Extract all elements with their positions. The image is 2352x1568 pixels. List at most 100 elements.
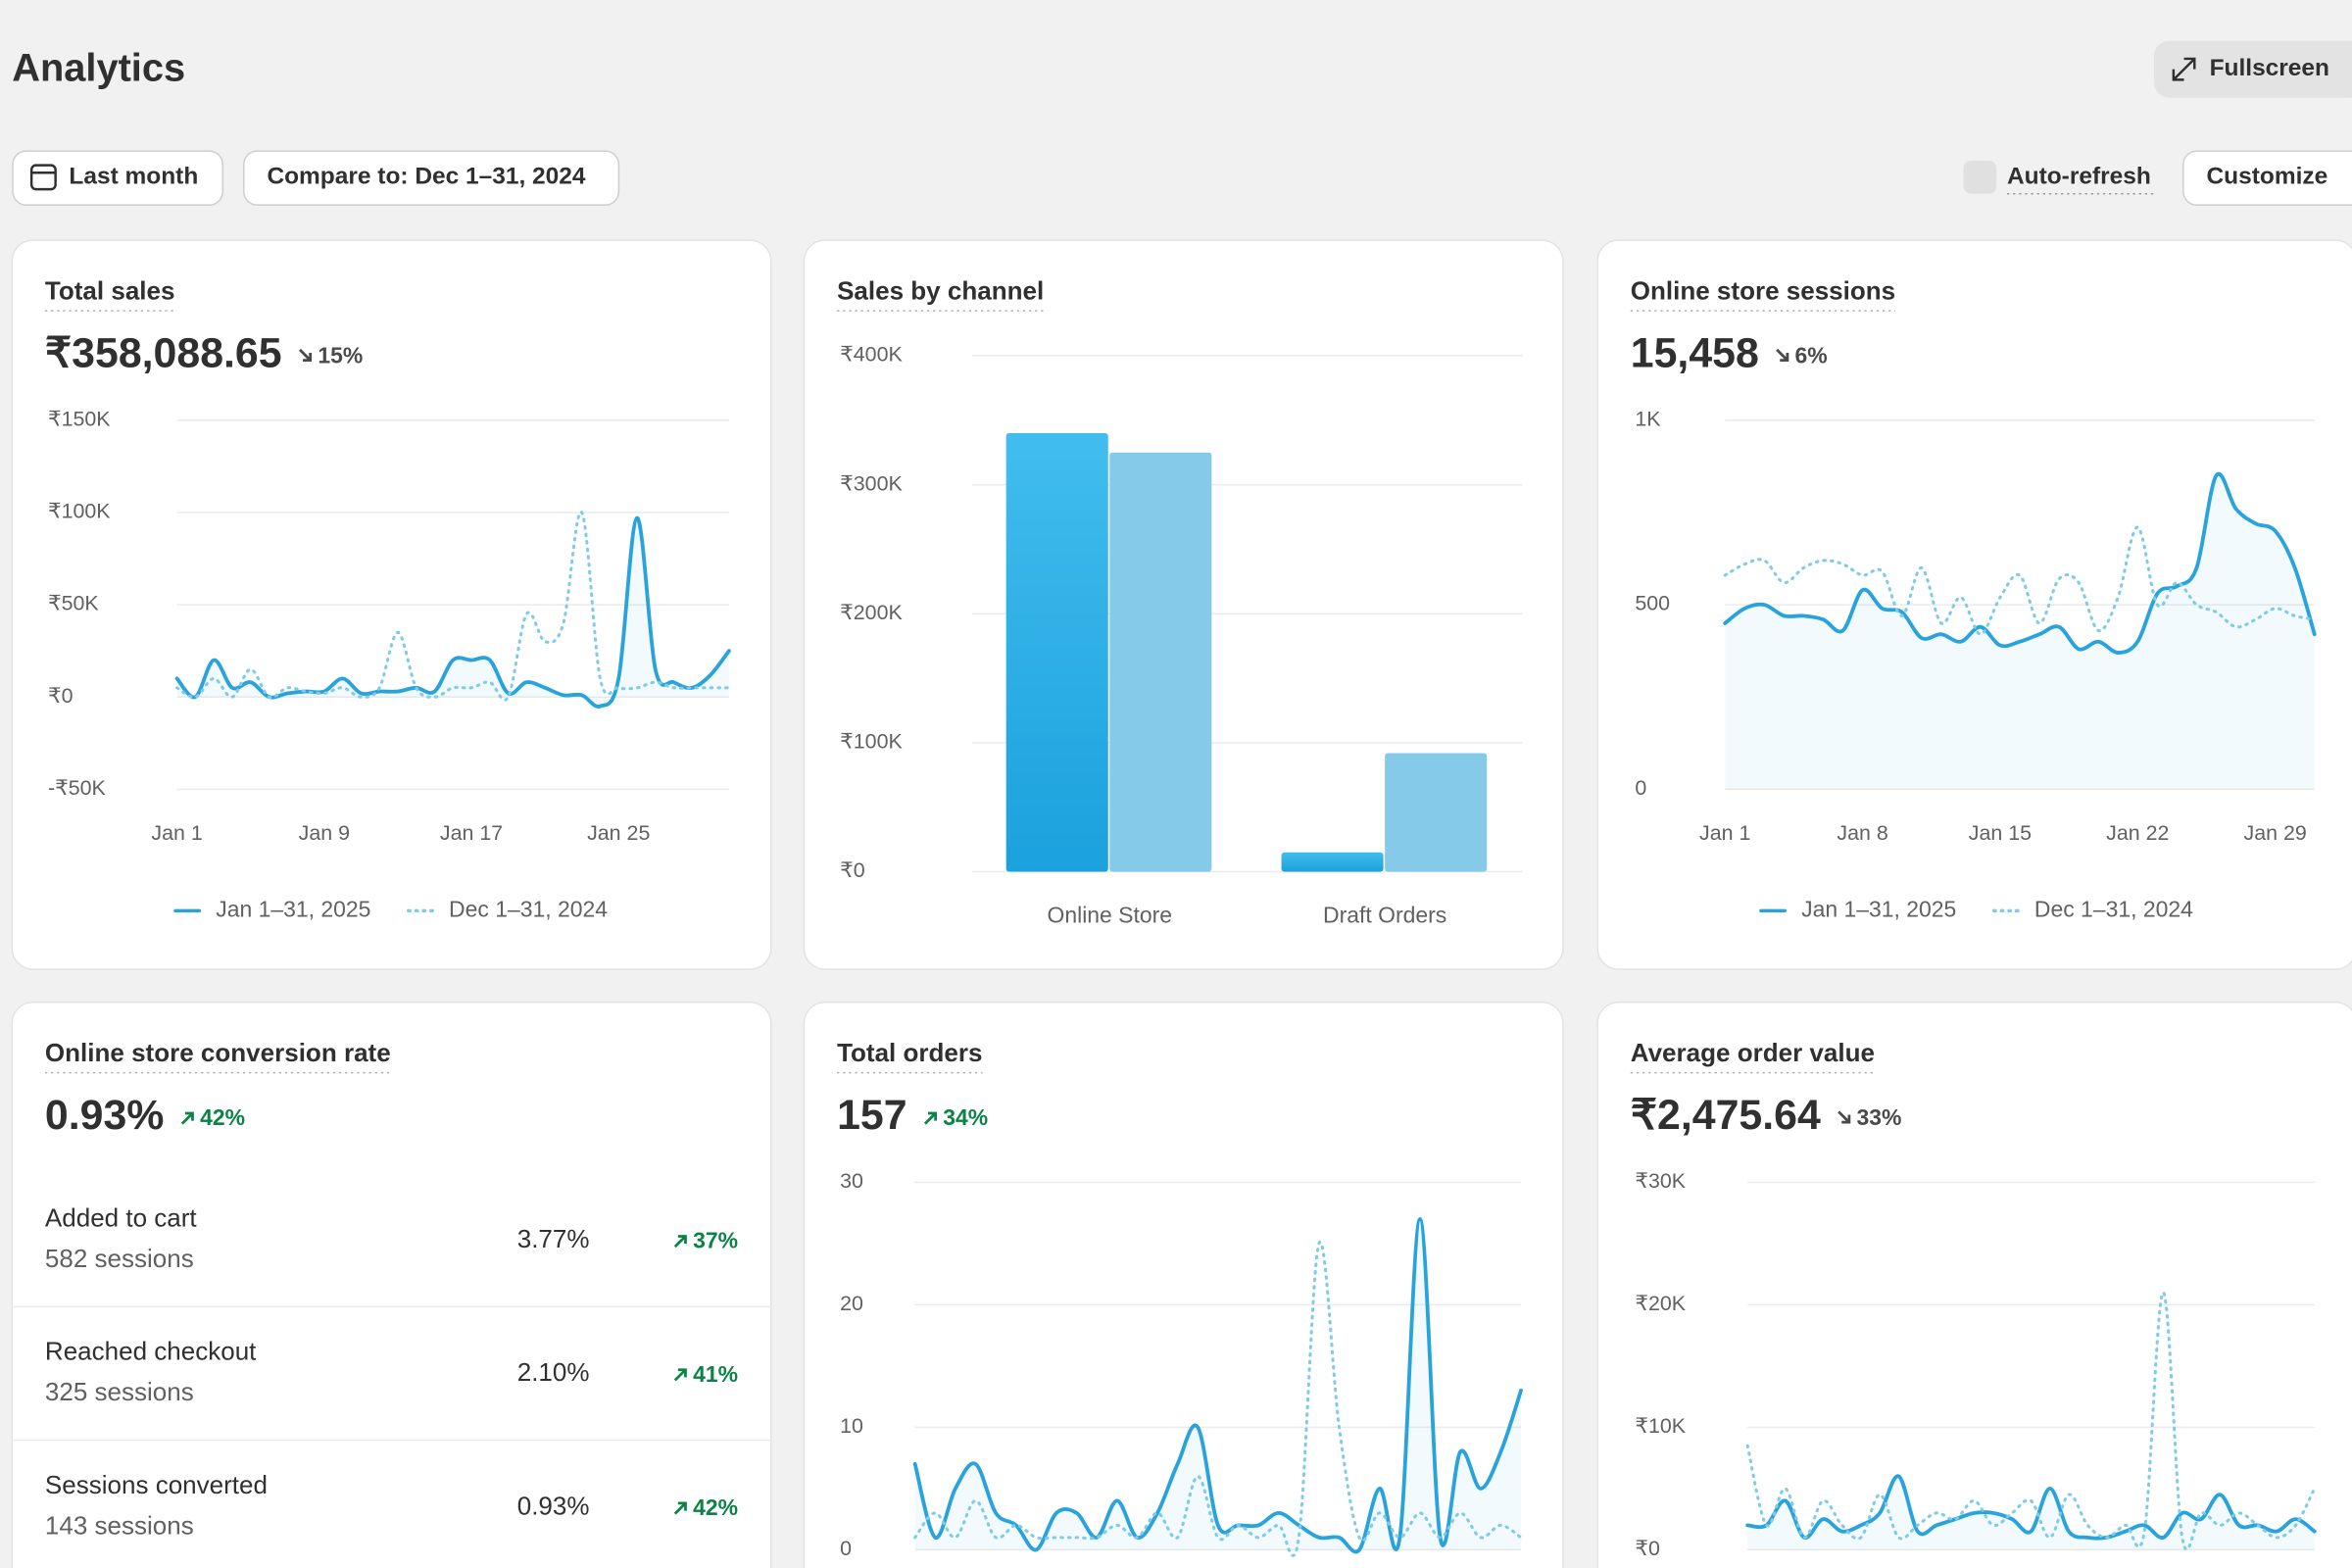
line-series [913, 1240, 1523, 1557]
y-tick-label: ₹30K [1635, 1169, 1686, 1193]
legend: Jan 1–31, 2025 Dec 1–31, 2024 [173, 896, 608, 921]
checkbox[interactable] [1963, 161, 1997, 194]
line-series [1745, 1474, 2317, 1541]
y-tick-label: ₹0 [1635, 1537, 1660, 1560]
card-title: Total sales [45, 276, 175, 306]
legend-label: Dec 1–31, 2024 [2034, 896, 2193, 921]
legend: Jan 1–31, 2025 Dec 1–31, 2024 [1759, 896, 2193, 921]
y-tick-label: 20 [840, 1292, 863, 1315]
y-tick-label: ₹0 [840, 858, 865, 882]
bar [1385, 753, 1488, 872]
headline: 0.93% [45, 1092, 164, 1139]
button-label: Fullscreen [2210, 55, 2329, 81]
arrow-down [1776, 348, 1789, 362]
card-title: Online store conversion rate [45, 1038, 391, 1067]
y-tick-label: 500 [1635, 592, 1670, 615]
period-button[interactable]: Last month [12, 150, 224, 206]
arrow-down [1838, 1110, 1851, 1124]
change: 33% [1857, 1104, 1902, 1130]
fullscreen-button[interactable]: Fullscreen [2153, 40, 2352, 98]
x-tick-label: Jan 22 [2106, 821, 2169, 845]
change: 15% [318, 343, 363, 368]
button-bg [2153, 40, 2352, 98]
arrow-up [923, 1111, 938, 1125]
legend-label: Jan 1–31, 2025 [1801, 896, 1956, 921]
row-label: Added to cart [45, 1203, 198, 1233]
row-sessions: 325 sessions [45, 1377, 194, 1406]
y-tick-label: 1K [1635, 407, 1661, 430]
compare-button[interactable]: Compare to: Dec 1–31, 2024 [242, 150, 620, 206]
arrow-up [673, 1235, 687, 1249]
legend-label: Jan 1–31, 2025 [216, 896, 370, 921]
y-tick-label: 30 [840, 1169, 863, 1193]
button-label: Last month [69, 163, 198, 189]
arrow-up [180, 1111, 194, 1125]
x-tick-label: Jan 1 [1699, 821, 1750, 845]
y-tick-label: ₹100K [840, 730, 903, 754]
card-title: Total orders [837, 1038, 982, 1067]
y-tick-label: ₹300K [840, 471, 903, 495]
x-tick-label: Jan 29 [2243, 821, 2306, 845]
y-tick-label: 10 [840, 1414, 863, 1438]
card-title: Average order value [1631, 1038, 1875, 1067]
x-tick-label: Jan 15 [1969, 821, 2032, 845]
y-tick-label: ₹100K [48, 500, 111, 523]
card [11, 1001, 772, 1568]
area [1725, 473, 2315, 790]
page-title: Analytics [12, 47, 185, 90]
y-tick-label: ₹200K [840, 601, 903, 624]
change: 42% [200, 1104, 245, 1130]
line-series [912, 1216, 1523, 1554]
headline: ₹2,475.64 [1631, 1092, 1821, 1139]
x-tick-label: Jan 9 [299, 821, 350, 845]
x-tick-label: Jan 1 [151, 821, 202, 845]
line-series [1723, 471, 2317, 655]
y-tick-label: 0 [840, 1537, 852, 1560]
checkbox-label: Auto-refresh [2007, 163, 2151, 189]
x-tick-label: Jan 8 [1837, 821, 1887, 845]
auto-refresh[interactable]: Auto-refresh [1963, 161, 2156, 195]
row-change: 41% [693, 1361, 738, 1387]
change: 6% [1795, 343, 1828, 368]
change: 34% [943, 1104, 988, 1130]
row-rate: 3.77% [517, 1224, 590, 1253]
customize-button[interactable]: Customize [2182, 150, 2352, 206]
button-label: Compare to: Dec 1–31, 2024 [267, 163, 585, 189]
row-sessions: 143 sessions [45, 1510, 194, 1540]
row-change: 37% [693, 1228, 738, 1253]
y-tick-label: -₹50K [48, 776, 107, 800]
card [1596, 1001, 2352, 1568]
x-tick-label: Jan 25 [587, 821, 650, 845]
line-series [1745, 1291, 2317, 1551]
y-tick-label: ₹50K [48, 592, 99, 615]
row-sessions: 582 sessions [45, 1244, 194, 1273]
row-rate: 2.10% [517, 1357, 590, 1387]
button-label: Customize [2207, 163, 2328, 189]
headline: ₹358,088.65 [45, 329, 282, 376]
card-title: Online store sessions [1631, 276, 1895, 306]
icon [29, 164, 57, 191]
button-bg [242, 150, 620, 206]
y-tick-label: 0 [1635, 776, 1646, 800]
x-tick-label: Draft Orders [1323, 903, 1446, 928]
area [914, 1218, 1522, 1552]
bar [1005, 432, 1108, 872]
y-tick-label: ₹0 [48, 684, 74, 708]
bar [1109, 452, 1212, 872]
row-label: Reached checkout [45, 1337, 257, 1366]
row-change: 42% [693, 1494, 738, 1520]
button-bg [2182, 150, 2352, 206]
y-tick-label: ₹400K [840, 343, 903, 367]
x-tick-label: Online Store [1048, 903, 1173, 928]
arrow-up [673, 1501, 687, 1515]
y-tick-label: ₹20K [1635, 1292, 1686, 1315]
x-tick-label: Jan 17 [440, 821, 503, 845]
y-tick-label: ₹150K [48, 407, 111, 430]
icon [2172, 57, 2196, 81]
arrow-down [298, 348, 313, 362]
headline: 157 [837, 1092, 906, 1139]
row-rate: 0.93% [517, 1491, 590, 1520]
y-tick-label: ₹10K [1635, 1414, 1686, 1438]
